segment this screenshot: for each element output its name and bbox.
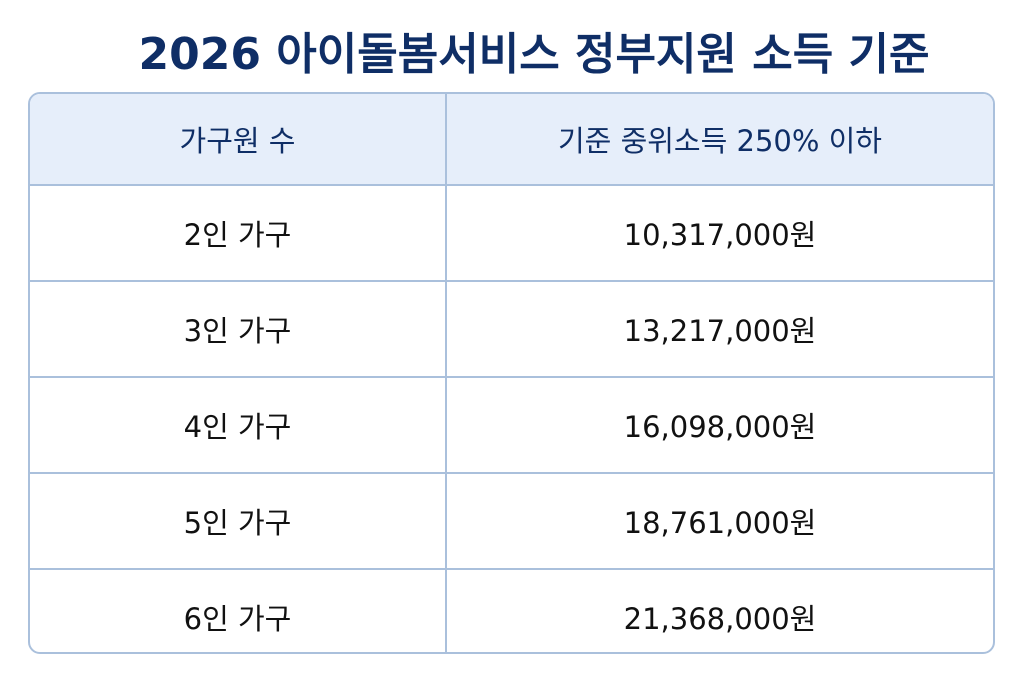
table-row: 3인 가구 13,217,000원 bbox=[30, 280, 993, 376]
table-cell: 13,217,000원 bbox=[623, 314, 817, 348]
title: 2026 아이돌봄서비스 정부지원 소득 기준 bbox=[138, 29, 930, 80]
table-cell: 18,761,000원 bbox=[623, 506, 817, 540]
table-row: 6인 가구 21,368,000원 bbox=[30, 568, 993, 652]
table: 가구원 수 기준 중위소득 250% 이하 2인 가구 10,317,000원 3인… bbox=[28, 92, 995, 654]
table-cell: 2인 가구 bbox=[30, 186, 447, 280]
table-cell: 4인 가구 bbox=[30, 378, 447, 472]
table-row: 4인 가구 16,098,000원 bbox=[30, 376, 993, 472]
table-cell: 3인 가구 bbox=[30, 282, 447, 376]
header-cell: 가구원 수 bbox=[30, 94, 447, 184]
table-row: 5인 가구 18,761,000원 bbox=[30, 472, 993, 568]
table-cell: 5인 가구 bbox=[30, 474, 447, 568]
header-cell: 기준 중위소득 250% 이하 bbox=[557, 124, 882, 158]
table-row: 2인 가구 10,317,000원 bbox=[30, 184, 993, 280]
header-row: 가구원 수 기준 중위소득 250% 이하 bbox=[30, 94, 993, 184]
table-cell: 6인 가구 bbox=[30, 570, 447, 652]
table-cell: 10,317,000원 bbox=[623, 218, 817, 252]
table-cell: 21,368,000원 bbox=[623, 602, 817, 636]
table-cell: 16,098,000원 bbox=[623, 410, 817, 444]
